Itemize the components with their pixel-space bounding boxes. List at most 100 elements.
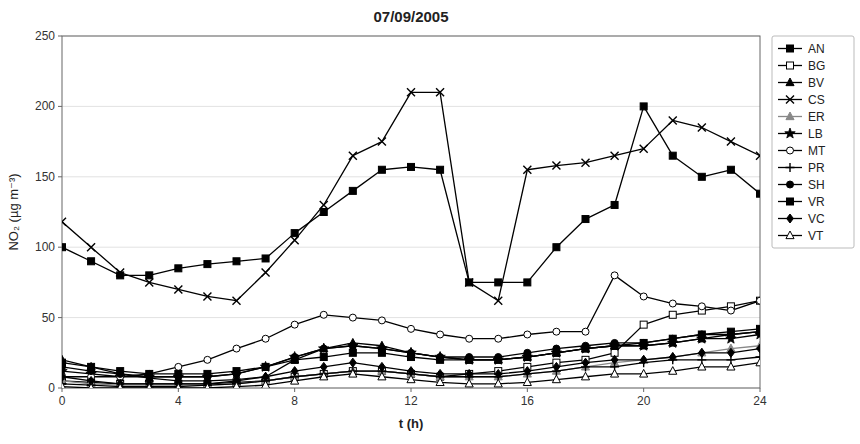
series-marker — [349, 358, 356, 367]
y-tick — [58, 317, 62, 318]
series-marker — [233, 345, 240, 352]
series-marker — [407, 375, 415, 383]
series-marker — [233, 297, 241, 305]
series-marker — [611, 342, 618, 349]
series-marker — [524, 354, 531, 361]
legend-label: MT — [808, 144, 826, 158]
y-tick-label: 200 — [35, 99, 55, 113]
series — [62, 297, 760, 387]
series-marker — [320, 311, 327, 318]
legend-label: BG — [808, 59, 825, 73]
series — [62, 358, 760, 388]
series-line — [62, 332, 760, 377]
chart: 0481216202405010015020025007/09/2005t (h… — [0, 0, 860, 444]
series-marker — [408, 354, 415, 361]
series-marker — [581, 344, 589, 352]
series — [62, 325, 760, 377]
series-marker — [756, 358, 760, 366]
series-marker — [553, 362, 560, 371]
series-marker — [320, 354, 327, 361]
x-tick — [62, 388, 63, 392]
series-marker — [291, 356, 298, 363]
series-marker — [495, 279, 502, 286]
series-marker — [87, 362, 95, 370]
series-marker — [611, 272, 618, 279]
legend-label: VT — [808, 229, 824, 243]
series-marker — [727, 138, 735, 146]
y-tick-label: 250 — [35, 29, 55, 43]
x-tick — [411, 388, 412, 392]
series-marker — [640, 355, 647, 364]
series-marker — [493, 354, 503, 364]
series-marker — [669, 116, 677, 124]
series-marker — [320, 344, 328, 352]
x-tick-label: 16 — [521, 394, 535, 408]
series-marker — [62, 382, 66, 388]
series-marker — [582, 345, 589, 352]
series-marker — [349, 369, 357, 377]
series-marker — [464, 354, 474, 364]
series-marker — [611, 341, 619, 349]
series-marker — [408, 325, 415, 332]
series-marker — [495, 356, 502, 363]
series-marker — [291, 355, 299, 363]
series-marker — [349, 187, 356, 194]
series-marker — [175, 265, 182, 272]
series-marker — [174, 384, 182, 389]
series-marker — [116, 269, 124, 277]
y-grid-line — [62, 247, 760, 248]
series-marker — [437, 331, 444, 338]
series-marker — [320, 201, 328, 209]
series-line — [62, 301, 760, 384]
legend-label: SH — [808, 178, 825, 192]
series — [62, 88, 760, 304]
series — [62, 103, 760, 286]
series-marker — [495, 369, 502, 378]
series-marker — [116, 384, 124, 389]
series-marker — [553, 328, 560, 335]
series-marker — [291, 376, 299, 384]
series-marker — [669, 335, 676, 342]
series — [62, 272, 760, 380]
series-marker — [640, 339, 647, 346]
series-marker — [580, 343, 590, 353]
series-marker — [379, 362, 386, 371]
series — [62, 353, 760, 388]
series-marker — [437, 166, 444, 173]
x-tick — [760, 388, 761, 392]
series-marker — [320, 372, 328, 380]
series-marker — [582, 328, 589, 335]
series-marker — [757, 297, 761, 304]
series — [62, 327, 760, 384]
series-marker — [669, 311, 676, 318]
series-marker — [698, 331, 705, 338]
series-line — [62, 106, 760, 282]
series-marker — [62, 372, 65, 381]
series-marker — [349, 152, 357, 160]
series-marker — [436, 378, 444, 386]
series-marker — [88, 258, 95, 265]
legend-label: PR — [808, 161, 825, 175]
series-line — [62, 357, 760, 387]
series-marker — [291, 321, 298, 328]
series-marker — [611, 152, 619, 160]
series-marker — [698, 303, 705, 310]
y-grid-line — [62, 106, 760, 107]
x-tick — [643, 388, 644, 392]
series-marker — [757, 190, 761, 197]
series-marker — [727, 362, 735, 370]
series-marker — [757, 325, 761, 332]
series-marker — [378, 317, 385, 324]
y-tick — [58, 36, 62, 37]
series-marker — [466, 369, 473, 378]
series-marker — [378, 138, 386, 146]
legend-label: ER — [808, 110, 825, 124]
legend-box — [772, 36, 854, 248]
series-marker — [437, 356, 444, 363]
series-marker — [495, 335, 502, 342]
series-marker — [523, 353, 531, 361]
legend: ANBGBVCSERLBMTPRSHVRVCVT — [772, 36, 854, 248]
series-marker — [669, 300, 676, 307]
series-marker — [262, 255, 269, 262]
series-marker — [260, 361, 270, 371]
